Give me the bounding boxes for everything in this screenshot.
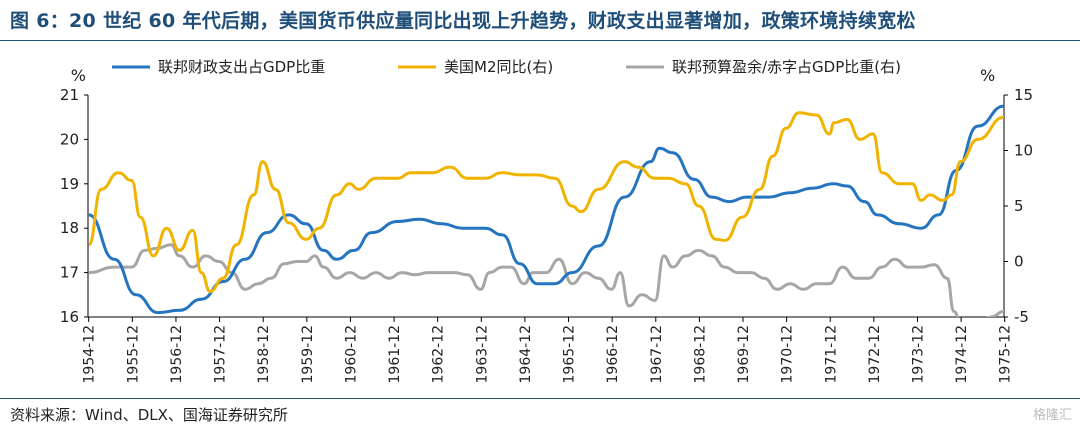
x-tick-label: 1972-12 (867, 325, 883, 384)
chart-plot: 16 17 18 19 20 21 -5 0 5 10 15% % 1954-12 1955-12 1956… (60, 58, 1033, 384)
x-tick-label: 1966-12 (605, 325, 621, 384)
x-tick-label: 1955-12 (125, 325, 141, 384)
left-tick-label: 17 (60, 264, 79, 282)
left-tick-label: 16 (60, 308, 79, 326)
series-line-fiscal (88, 104, 1004, 315)
legend-label-m2: 美国M2同比(右) (444, 58, 553, 76)
series-line-m2 (88, 111, 1004, 293)
legend-label-fiscal: 联邦财政支出占GDP比重 (158, 58, 325, 76)
legend-label-balance: 联邦预算盈余/赤字占GDP比重(右) (672, 58, 901, 76)
x-tick-label: 1957-12 (213, 325, 229, 384)
watermark-text: 格隆汇 (1032, 408, 1072, 423)
x-tick-label: 1974-12 (954, 325, 970, 384)
x-tick-label: 1973-12 (910, 325, 926, 384)
source-divider (0, 398, 1080, 399)
right-tick-label: 10 (1014, 142, 1033, 160)
x-tick-label: 1968-12 (692, 325, 708, 384)
x-tick-label: 1967-12 (649, 325, 665, 384)
left-axis-unit: % (71, 66, 86, 85)
right-tick-label: 0 (1014, 253, 1024, 271)
left-tick-label: 21 (60, 86, 79, 104)
x-tick-label: 1971-12 (823, 325, 839, 384)
x-tick-label: 1960-12 (343, 325, 359, 384)
right-tick-label: 5 (1014, 197, 1024, 215)
series-layer (88, 104, 1004, 317)
x-tick-label: 1965-12 (562, 325, 578, 384)
x-tick-label: 1963-12 (474, 325, 490, 384)
axes: 16 17 18 19 20 21 -5 0 5 10 15% % 1954-12 1955-12 1956… (60, 66, 1033, 384)
right-tick-label: -5 (1014, 308, 1029, 326)
x-tick-label: 1959-12 (300, 325, 316, 384)
title-bar: 图 6：20 世纪 60 年代后期，美国货币供应量同比出现上升趋势，财政支出显著… (0, 0, 1080, 41)
x-tick-label: 1969-12 (736, 325, 752, 384)
series-line-balance (88, 243, 1004, 317)
left-tick-label: 20 (60, 130, 79, 148)
right-axis-unit: % (980, 66, 995, 85)
x-tick-label: 1961-12 (387, 325, 403, 384)
legend: 联邦财政支出占GDP比重 美国M2同比(右) 联邦预算盈余/赤字占GDP比重(右) (112, 58, 901, 76)
right-tick-label: 15 (1014, 86, 1033, 104)
left-tick-label: 19 (60, 175, 79, 193)
x-tick-label: 1964-12 (518, 325, 534, 384)
x-tick-label: 1956-12 (169, 325, 185, 384)
source-note: 资料来源：Wind、DLX、国海证券研究所 (10, 406, 288, 424)
x-tick-label: 1962-12 (431, 325, 447, 384)
x-tick-label: 1954-12 (82, 325, 98, 384)
left-tick-label: 18 (60, 219, 79, 237)
chart-title: 图 6：20 世纪 60 年代后期，美国货币供应量同比出现上升趋势，财政支出显著… (10, 10, 916, 32)
x-tick-label: 1970-12 (780, 325, 796, 384)
x-tick-label: 1958-12 (256, 325, 272, 384)
x-tick-label: 1975-12 (998, 325, 1014, 384)
